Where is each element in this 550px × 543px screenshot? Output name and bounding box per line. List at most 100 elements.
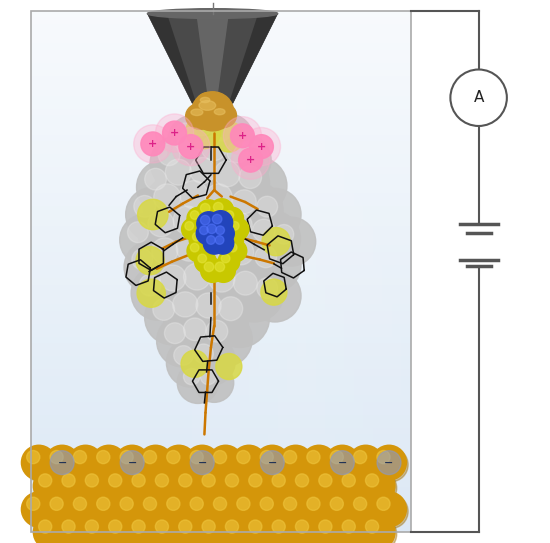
Circle shape bbox=[34, 469, 68, 503]
Circle shape bbox=[216, 226, 224, 235]
Circle shape bbox=[337, 469, 372, 503]
Circle shape bbox=[219, 134, 271, 186]
Circle shape bbox=[255, 492, 290, 527]
Circle shape bbox=[138, 199, 168, 230]
Ellipse shape bbox=[186, 103, 216, 129]
Circle shape bbox=[211, 258, 235, 282]
Bar bbox=[31, 128, 411, 135]
Bar bbox=[31, 17, 411, 24]
Circle shape bbox=[283, 497, 296, 510]
Bar bbox=[173, 11, 183, 532]
Circle shape bbox=[213, 122, 244, 152]
Circle shape bbox=[223, 517, 257, 543]
Bar bbox=[125, 11, 135, 532]
Bar bbox=[31, 24, 411, 30]
Text: −: − bbox=[384, 458, 394, 468]
Circle shape bbox=[185, 222, 194, 230]
Circle shape bbox=[176, 235, 202, 261]
Circle shape bbox=[137, 279, 166, 307]
Circle shape bbox=[190, 451, 204, 464]
Circle shape bbox=[163, 121, 186, 145]
Circle shape bbox=[226, 520, 239, 533]
Circle shape bbox=[293, 471, 327, 505]
Circle shape bbox=[372, 445, 406, 480]
Circle shape bbox=[330, 451, 343, 464]
Circle shape bbox=[132, 520, 145, 533]
Bar bbox=[40, 11, 50, 532]
Bar bbox=[31, 70, 411, 76]
Circle shape bbox=[57, 469, 91, 503]
Bar bbox=[31, 428, 411, 434]
Circle shape bbox=[219, 230, 282, 293]
Circle shape bbox=[228, 239, 254, 265]
Circle shape bbox=[232, 190, 256, 214]
Circle shape bbox=[218, 251, 240, 273]
Bar bbox=[31, 102, 411, 109]
Circle shape bbox=[208, 492, 243, 527]
Circle shape bbox=[207, 236, 215, 244]
Circle shape bbox=[85, 520, 98, 533]
Circle shape bbox=[226, 212, 252, 238]
Bar bbox=[31, 513, 411, 519]
Circle shape bbox=[362, 517, 397, 543]
Circle shape bbox=[106, 517, 140, 543]
Bar bbox=[31, 43, 411, 50]
Bar bbox=[31, 96, 411, 102]
Text: −: − bbox=[338, 458, 347, 468]
Circle shape bbox=[234, 447, 268, 482]
Text: +: + bbox=[238, 131, 247, 141]
Circle shape bbox=[260, 451, 284, 475]
Circle shape bbox=[85, 474, 98, 487]
Ellipse shape bbox=[214, 109, 225, 115]
Circle shape bbox=[244, 515, 278, 543]
Bar bbox=[31, 382, 411, 389]
Circle shape bbox=[120, 214, 172, 266]
Circle shape bbox=[156, 114, 194, 152]
Circle shape bbox=[327, 494, 361, 528]
Circle shape bbox=[293, 517, 327, 543]
Circle shape bbox=[200, 204, 210, 213]
Circle shape bbox=[136, 247, 164, 275]
Circle shape bbox=[197, 212, 221, 236]
Circle shape bbox=[227, 218, 249, 240]
Circle shape bbox=[199, 517, 233, 543]
Bar bbox=[31, 311, 411, 317]
Circle shape bbox=[377, 451, 401, 475]
Circle shape bbox=[144, 451, 157, 464]
Circle shape bbox=[221, 254, 230, 263]
Circle shape bbox=[163, 195, 233, 266]
Circle shape bbox=[260, 497, 273, 510]
Circle shape bbox=[120, 497, 133, 510]
Bar bbox=[78, 11, 87, 532]
Bar bbox=[31, 304, 411, 311]
Circle shape bbox=[255, 246, 277, 268]
Circle shape bbox=[47, 447, 81, 482]
Circle shape bbox=[283, 451, 296, 464]
Circle shape bbox=[164, 494, 198, 528]
Circle shape bbox=[314, 469, 348, 503]
Circle shape bbox=[185, 492, 219, 527]
Bar bbox=[31, 226, 411, 232]
Circle shape bbox=[195, 251, 216, 273]
Circle shape bbox=[36, 517, 70, 543]
Circle shape bbox=[180, 181, 208, 209]
Circle shape bbox=[219, 296, 243, 320]
Circle shape bbox=[120, 451, 144, 475]
Circle shape bbox=[372, 492, 406, 527]
Circle shape bbox=[197, 515, 232, 543]
Circle shape bbox=[348, 445, 383, 480]
Circle shape bbox=[164, 323, 185, 344]
Circle shape bbox=[201, 135, 227, 161]
Circle shape bbox=[348, 492, 383, 527]
Circle shape bbox=[290, 469, 325, 503]
Circle shape bbox=[278, 445, 313, 480]
Circle shape bbox=[215, 236, 224, 244]
Circle shape bbox=[158, 144, 180, 166]
Circle shape bbox=[36, 471, 70, 505]
Circle shape bbox=[173, 253, 241, 320]
Bar bbox=[31, 493, 411, 500]
Bar bbox=[31, 141, 411, 148]
Circle shape bbox=[126, 469, 162, 503]
Bar bbox=[31, 213, 411, 219]
Ellipse shape bbox=[200, 97, 210, 103]
